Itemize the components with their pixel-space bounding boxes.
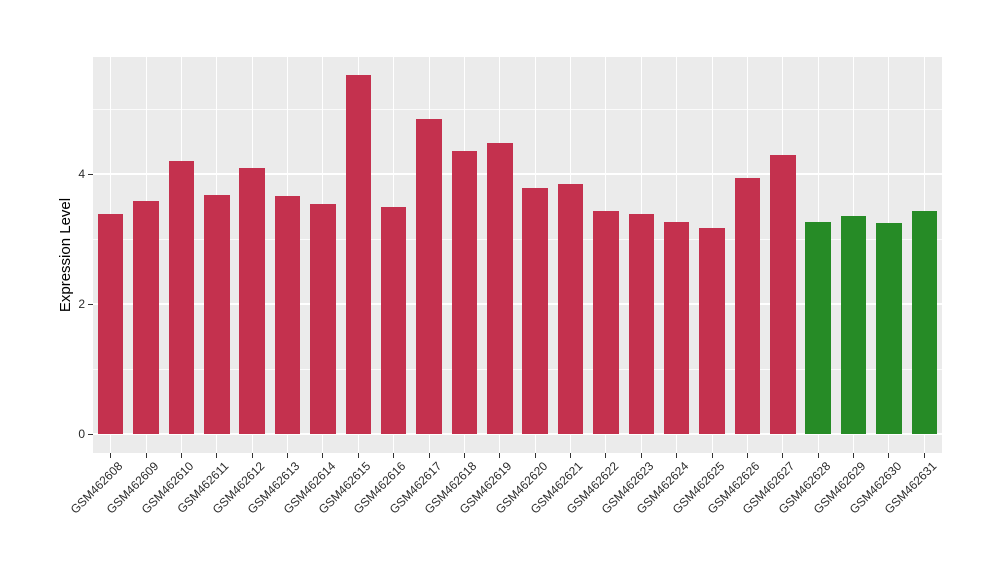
bar-GSM462615 (345, 74, 372, 435)
x-tick-mark (145, 453, 147, 458)
x-tick-mark (428, 453, 430, 458)
x-tick-mark (853, 453, 855, 458)
bar-GSM462616 (380, 207, 407, 435)
x-tick-mark (463, 453, 465, 458)
x-tick-mark (640, 453, 642, 458)
bar-GSM462619 (487, 143, 513, 435)
x-tick-mark (888, 453, 890, 458)
x-tick-mark (570, 453, 572, 458)
y-axis-title: Expression Level (57, 197, 74, 313)
bar-GSM462631 (911, 211, 938, 435)
bar-GSM462624 (663, 221, 690, 435)
bar-GSM462612 (239, 168, 265, 435)
bar-GSM462628 (805, 221, 831, 435)
gridline-minor (93, 108, 942, 110)
plot-panel (93, 57, 942, 453)
x-tick-mark (711, 453, 713, 458)
bar-GSM462622 (593, 211, 619, 435)
x-tick-mark (287, 453, 289, 458)
x-tick-mark (817, 453, 819, 458)
bar-GSM462613 (274, 196, 301, 435)
gridline-minor (93, 238, 942, 240)
y-tick-mark (88, 303, 93, 305)
bar-GSM462609 (133, 201, 159, 435)
bar-GSM462608 (97, 214, 124, 435)
bar-GSM462611 (204, 194, 230, 435)
bar-GSM462627 (770, 155, 796, 435)
y-tick-label: 4 (78, 167, 85, 182)
gridline-major (93, 433, 942, 435)
x-tick-mark (534, 453, 536, 458)
gridline-minor (93, 368, 942, 370)
y-tick-mark (88, 173, 93, 175)
bar-GSM462618 (451, 151, 478, 435)
y-tick-label: 2 (78, 297, 85, 312)
x-tick-mark (110, 453, 112, 458)
bar-GSM462630 (876, 222, 902, 435)
x-tick-mark (499, 453, 501, 458)
bar-GSM462620 (522, 188, 548, 435)
bar-GSM462621 (557, 184, 584, 435)
gridline-major (93, 303, 942, 305)
bar-GSM462626 (734, 177, 761, 435)
y-tick-mark (88, 433, 93, 435)
x-tick-mark (746, 453, 748, 458)
bar-GSM462614 (310, 203, 336, 435)
x-tick-mark (923, 453, 925, 458)
y-tick-label: 0 (78, 427, 85, 442)
gridline-major (93, 173, 942, 175)
x-tick-mark (216, 453, 218, 458)
bar-GSM462623 (628, 214, 655, 435)
x-tick-mark (782, 453, 784, 458)
bar-GSM462625 (699, 228, 725, 435)
x-tick-mark (357, 453, 359, 458)
x-tick-mark (605, 453, 607, 458)
x-tick-mark (251, 453, 253, 458)
x-tick-mark (676, 453, 678, 458)
x-tick-mark (180, 453, 182, 458)
bar-GSM462617 (416, 118, 442, 435)
bar-GSM462610 (168, 161, 195, 435)
x-tick-mark (322, 453, 324, 458)
bar-GSM462629 (840, 216, 867, 435)
x-tick-mark (393, 453, 395, 458)
